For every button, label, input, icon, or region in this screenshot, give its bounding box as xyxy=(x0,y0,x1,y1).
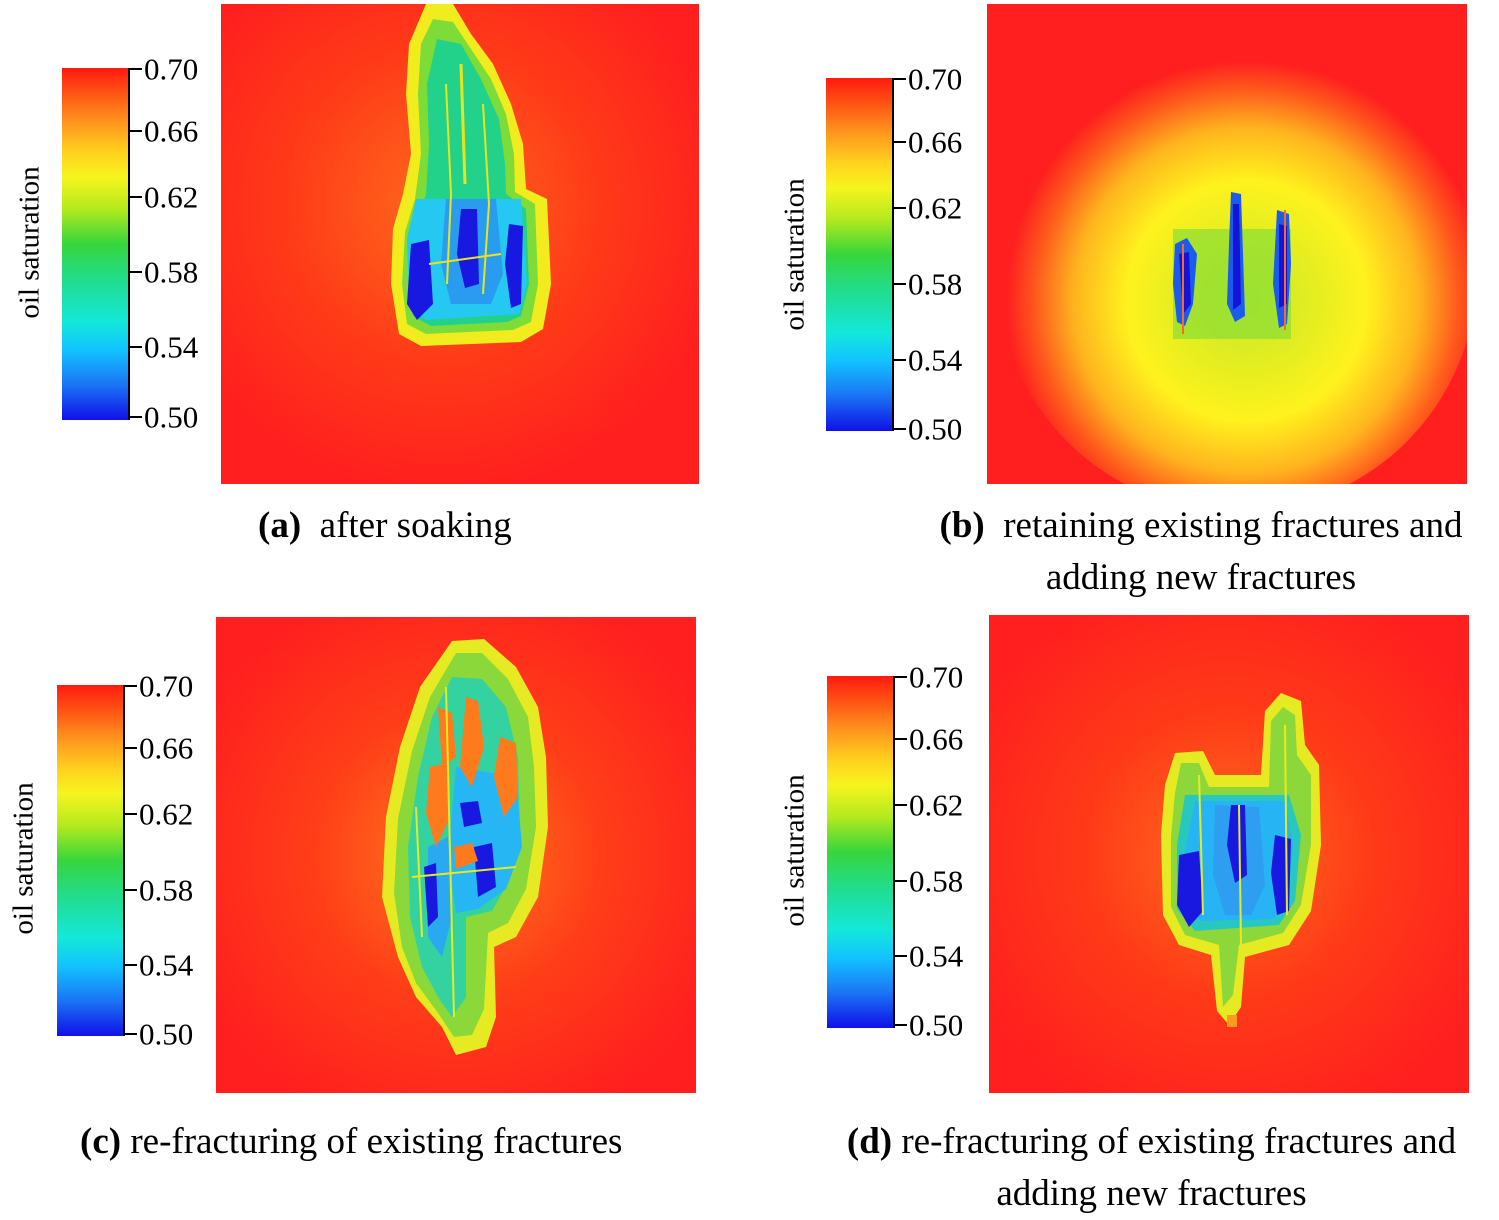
tick-mark xyxy=(892,428,906,430)
tick-mark xyxy=(128,416,142,418)
colorbar-gradient xyxy=(827,676,893,1028)
tick-mark xyxy=(893,1024,907,1026)
tick-mark xyxy=(892,207,906,209)
tick-mark xyxy=(893,738,907,740)
tick-label: 0.70 xyxy=(139,668,194,704)
caption-text: re-fracturing of existing fractures and xyxy=(901,1121,1457,1162)
tick-mark xyxy=(123,685,137,687)
colorbar-c: 0.70 0.66 0.62 0.58 0.54 0.50 xyxy=(57,671,193,1050)
tick-label: 0.54 xyxy=(139,947,194,983)
tick-mark xyxy=(128,130,142,132)
saturation-map-d xyxy=(989,615,1469,1093)
colorbar-b: 0.70 0.66 0.62 0.58 0.54 0.50 xyxy=(826,64,962,445)
tick-label: 0.58 xyxy=(139,872,194,908)
panel-letter: (b) xyxy=(939,505,985,546)
colorbar-axis xyxy=(892,78,894,431)
tick-label: 0.54 xyxy=(908,342,963,378)
tick-label: 0.54 xyxy=(144,329,199,365)
colorbar-gradient xyxy=(826,78,892,431)
colorbar-title: oil saturation xyxy=(7,782,40,935)
caption-c: (c) re-fracturing of existing fractures xyxy=(80,1116,622,1168)
colorbar-title: oil saturation xyxy=(778,178,811,331)
tick-label: 0.62 xyxy=(909,787,964,823)
tick-mark xyxy=(128,196,142,198)
tick-label: 0.50 xyxy=(144,399,199,435)
tick-label: 0.50 xyxy=(908,411,963,447)
caption-b: (b) retaining existing fractures and add… xyxy=(905,500,1497,604)
tick-label: 0.50 xyxy=(909,1007,964,1043)
tick-mark xyxy=(892,283,906,285)
tick-mark xyxy=(892,141,906,143)
tick-label: 0.58 xyxy=(144,254,199,290)
tick-label: 0.58 xyxy=(909,863,964,899)
tick-label: 0.70 xyxy=(909,659,964,695)
tick-label: 0.70 xyxy=(144,51,199,87)
tick-label: 0.66 xyxy=(908,124,963,160)
tick-mark xyxy=(893,804,907,806)
tick-mark xyxy=(892,359,906,361)
colorbar-axis xyxy=(893,676,895,1028)
tick-mark xyxy=(893,955,907,957)
caption-line: adding new fractures xyxy=(996,1173,1307,1214)
panel-letter: (d) xyxy=(846,1121,893,1162)
tick-label: 0.58 xyxy=(908,266,963,302)
saturation-map-b xyxy=(987,4,1467,484)
saturation-map-a xyxy=(221,4,699,484)
saturation-map-c xyxy=(216,617,696,1093)
tick-mark xyxy=(128,271,142,273)
caption-text: re-fracturing of existing fractures xyxy=(130,1121,623,1162)
tick-label: 0.62 xyxy=(139,796,194,832)
colorbar-a: 0.70 0.66 0.62 0.58 0.54 0.50 xyxy=(62,54,198,433)
tick-label: 0.66 xyxy=(909,721,964,757)
tick-mark xyxy=(123,813,137,815)
tick-mark xyxy=(123,889,137,891)
caption-d: (d) re-fracturing of existing fractures … xyxy=(804,1116,1499,1220)
caption-line: adding new fractures xyxy=(1045,557,1357,598)
tick-mark xyxy=(893,676,907,678)
tick-mark xyxy=(893,880,907,882)
caption-line: (b) retaining existing fractures and xyxy=(905,500,1497,552)
tick-mark xyxy=(128,346,142,348)
tick-label: 0.62 xyxy=(908,190,963,226)
colorbar-gradient xyxy=(62,68,128,420)
tick-label: 0.66 xyxy=(144,113,199,149)
colorbar-axis xyxy=(123,685,125,1036)
caption-a: (a) after soaking xyxy=(258,500,512,552)
tick-mark xyxy=(123,964,137,966)
tick-mark xyxy=(123,1033,137,1035)
caption-line: (d) re-fracturing of existing fractures … xyxy=(804,1116,1499,1168)
tick-label: 0.70 xyxy=(908,61,963,97)
caption-text: retaining existing fractures and xyxy=(1003,505,1463,546)
colorbar-d: 0.70 0.66 0.62 0.58 0.54 0.50 xyxy=(827,662,963,1041)
tick-label: 0.66 xyxy=(139,730,194,766)
tick-label: 0.62 xyxy=(144,179,199,215)
tick-mark xyxy=(128,68,142,70)
colorbar-gradient xyxy=(57,685,123,1036)
caption-text: after soaking xyxy=(319,505,512,546)
colorbar-title: oil saturation xyxy=(13,166,46,319)
tick-label: 0.54 xyxy=(909,938,964,974)
tick-mark xyxy=(892,78,906,80)
colorbar-axis xyxy=(128,68,130,420)
colorbar-title: oil saturation xyxy=(778,774,811,927)
panel-letter: (c) xyxy=(80,1121,122,1162)
tick-mark xyxy=(123,747,137,749)
tick-label: 0.50 xyxy=(139,1016,194,1052)
panel-letter: (a) xyxy=(258,505,302,546)
